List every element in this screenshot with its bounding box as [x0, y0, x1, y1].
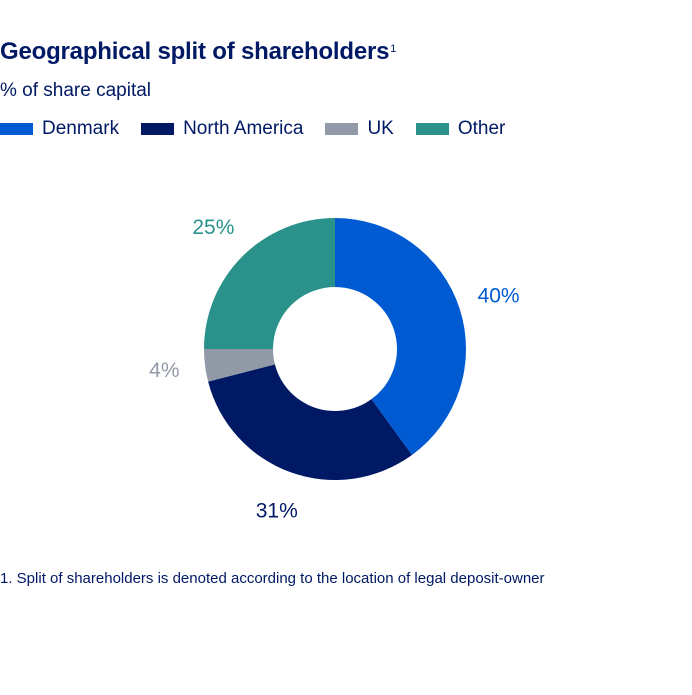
chart-subtitle: % of share capital	[0, 80, 152, 101]
legend-label-other: Other	[457, 118, 506, 139]
slice-north-america	[208, 364, 412, 480]
legend-swatch-uk	[325, 123, 359, 135]
slice-denmark	[335, 218, 467, 455]
legend-label-north-america: North America	[183, 118, 304, 139]
footnote: 1. Split of shareholders is denoted acco…	[0, 570, 545, 587]
legend-label-denmark: Denmark	[42, 118, 120, 139]
footnote-marker: 1	[390, 43, 397, 55]
chart-legend: Denmark North America UK Other	[0, 118, 527, 140]
legend-item-uk: UK	[325, 118, 394, 140]
data-label-uk: 4%	[149, 359, 179, 382]
slice-uk	[204, 349, 275, 382]
legend-swatch-denmark	[0, 123, 33, 135]
legend-label-uk: UK	[367, 118, 394, 139]
data-label-north-america: 31%	[256, 499, 298, 522]
legend-swatch-other	[415, 123, 449, 135]
legend-item-other: Other	[415, 118, 506, 140]
chart-title: Geographical split of shareholders1	[0, 38, 397, 65]
slice-other	[204, 218, 335, 349]
data-label-denmark: 40%	[478, 284, 520, 307]
legend-item-denmark: Denmark	[0, 118, 119, 140]
legend-swatch-north-america	[141, 123, 175, 135]
legend-item-north-america: North America	[141, 118, 303, 140]
data-label-other: 25%	[192, 216, 234, 239]
